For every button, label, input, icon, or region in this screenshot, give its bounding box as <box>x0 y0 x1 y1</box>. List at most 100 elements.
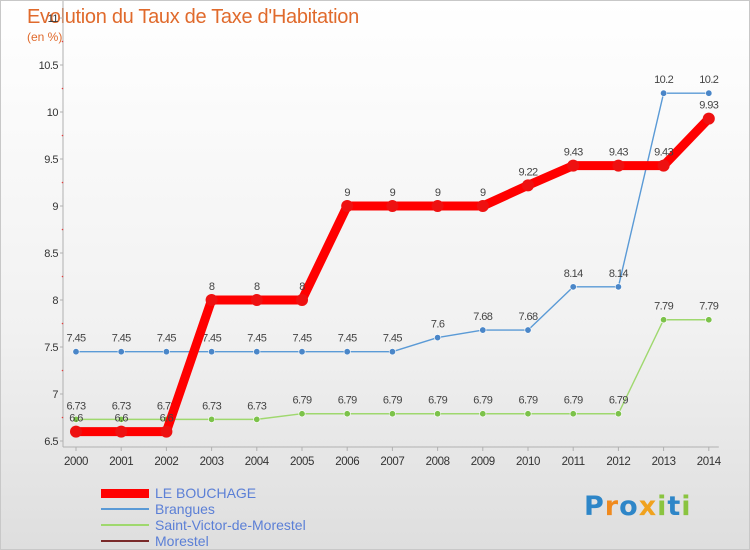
data-label-brangues: 7.45 <box>247 333 266 345</box>
data-label-saint-victor-de-morestel: 6.79 <box>518 395 537 407</box>
legend-label-morestel: Morestel <box>155 533 209 549</box>
data-point-le-bouchage <box>702 112 715 125</box>
x-tick-label: 2003 <box>200 456 224 468</box>
data-label-saint-victor-de-morestel: 7.79 <box>699 301 718 313</box>
data-label-le-bouchage: 9 <box>435 187 441 199</box>
x-tick-label: 2010 <box>516 456 540 468</box>
data-label-brangues: 7.45 <box>66 333 85 345</box>
chart-title: Evolution du Taux de Taxe d'Habitation <box>27 6 359 28</box>
data-label-saint-victor-de-morestel: 6.73 <box>247 400 266 412</box>
x-tick-label: 2009 <box>471 456 495 468</box>
legend-label-le-bouchage: LE BOUCHAGE <box>155 485 257 501</box>
data-point-saint-victor-de-morestel <box>569 410 577 418</box>
logo-letter: t <box>667 491 682 522</box>
data-point-brangues <box>388 348 396 356</box>
y-tick-label: 9 <box>52 201 58 213</box>
data-point-le-bouchage <box>250 294 263 306</box>
data-label-saint-victor-de-morestel: 6.79 <box>383 395 402 407</box>
data-label-le-bouchage: 9.43 <box>654 147 673 159</box>
x-tick-label: 2004 <box>245 456 270 468</box>
data-point-saint-victor-de-morestel <box>705 316 713 324</box>
data-label-saint-victor-de-morestel: 6.79 <box>338 395 357 407</box>
y-tick-label: 6.5 <box>44 436 58 448</box>
data-label-saint-victor-de-morestel: 6.73 <box>202 400 221 412</box>
data-label-le-bouchage: 6.6 <box>114 413 128 425</box>
data-label-brangues: 7.6 <box>431 319 445 331</box>
data-point-le-bouchage <box>567 159 580 172</box>
data-label-brangues: 10.2 <box>699 74 718 86</box>
legend-swatch-le-bouchage <box>101 488 149 498</box>
legend-item-morestel: Morestel <box>101 533 306 549</box>
data-label-le-bouchage: 9 <box>480 187 486 199</box>
y-axis-unit: (en %) <box>27 30 63 44</box>
data-point-brangues <box>253 348 261 356</box>
x-tick-label: 2002 <box>154 456 178 468</box>
logo-letter: r <box>604 491 620 522</box>
x-tick-label: 2014 <box>697 456 722 468</box>
data-point-saint-victor-de-morestel <box>72 415 80 423</box>
data-point-brangues <box>162 348 170 356</box>
x-tick-label: 2001 <box>109 456 133 468</box>
x-tick-label: 2005 <box>290 456 314 468</box>
data-point-brangues <box>298 348 306 356</box>
data-label-brangues: 7.45 <box>112 333 131 345</box>
data-point-saint-victor-de-morestel <box>660 316 668 324</box>
data-point-le-bouchage <box>386 200 399 212</box>
data-point-le-bouchage <box>612 159 625 172</box>
y-minor-tick <box>61 40 64 43</box>
data-point-le-bouchage <box>205 294 218 306</box>
series-line-brangues <box>75 92 710 353</box>
x-tick-label: 2011 <box>562 456 585 468</box>
data-point-brangues <box>614 283 622 291</box>
data-label-brangues: 7.45 <box>292 333 311 345</box>
y-minor-tick <box>61 134 64 137</box>
y-tick-label: 8 <box>52 295 58 307</box>
data-point-saint-victor-de-morestel <box>479 410 487 418</box>
legend-swatch-saint-victor-de-morestel <box>101 524 149 526</box>
data-label-brangues: 7.68 <box>518 311 537 323</box>
data-label-le-bouchage: 9 <box>390 187 396 199</box>
data-label-brangues: 7.45 <box>383 333 402 345</box>
y-tick-label: 7.5 <box>44 342 58 354</box>
data-point-brangues <box>434 334 442 342</box>
legend-label-saint-victor-de-morestel: Saint-Victor-de-Morestel <box>155 517 306 533</box>
y-tick-label: 7 <box>52 389 58 401</box>
data-label-le-bouchage: 6.6 <box>69 413 83 425</box>
data-point-brangues <box>705 89 713 97</box>
data-point-saint-victor-de-morestel <box>434 410 442 418</box>
legend-item-saint-victor-de-morestel: Saint-Victor-de-Morestel <box>101 517 306 533</box>
y-minor-tick <box>61 416 64 419</box>
data-label-le-bouchage: 9.43 <box>564 147 583 159</box>
x-tick-label: 2006 <box>335 456 359 468</box>
proxiti-logo: Proxiti <box>584 491 692 522</box>
data-label-brangues: 8.14 <box>609 268 628 280</box>
x-tick-label: 2013 <box>652 456 676 468</box>
data-label-le-bouchage: 9.43 <box>609 147 628 159</box>
y-minor-tick <box>61 369 64 372</box>
data-label-le-bouchage: 8 <box>299 281 305 293</box>
logo-letter: x <box>638 491 658 522</box>
x-tick-label: 2008 <box>426 456 450 468</box>
y-tick-label: 9.5 <box>44 154 58 166</box>
data-label-le-bouchage: 9.22 <box>518 166 537 178</box>
data-point-le-bouchage <box>296 294 308 306</box>
data-label-brangues: 10.2 <box>654 74 673 86</box>
logo-letter: i <box>681 491 692 522</box>
legend-item-le-bouchage: LE BOUCHAGE <box>101 485 306 501</box>
logo-letter: o <box>619 491 639 522</box>
y-minor-tick <box>61 228 64 231</box>
data-point-brangues <box>117 348 125 356</box>
legend-label-brangues: Brangues <box>155 501 215 517</box>
data-point-le-bouchage <box>476 200 489 212</box>
data-label-le-bouchage: 6.6 <box>160 413 174 425</box>
data-label-le-bouchage: 8 <box>254 281 260 293</box>
data-label-brangues: 7.45 <box>338 333 357 345</box>
logo-letter: P <box>584 491 605 522</box>
y-minor-tick <box>61 181 64 184</box>
data-point-brangues <box>479 326 487 334</box>
data-label-saint-victor-de-morestel: 6.73 <box>112 400 131 412</box>
data-label-saint-victor-de-morestel: 6.79 <box>609 395 628 407</box>
y-tick-label: 11 <box>48 13 59 25</box>
data-label-brangues: 7.45 <box>202 333 221 345</box>
